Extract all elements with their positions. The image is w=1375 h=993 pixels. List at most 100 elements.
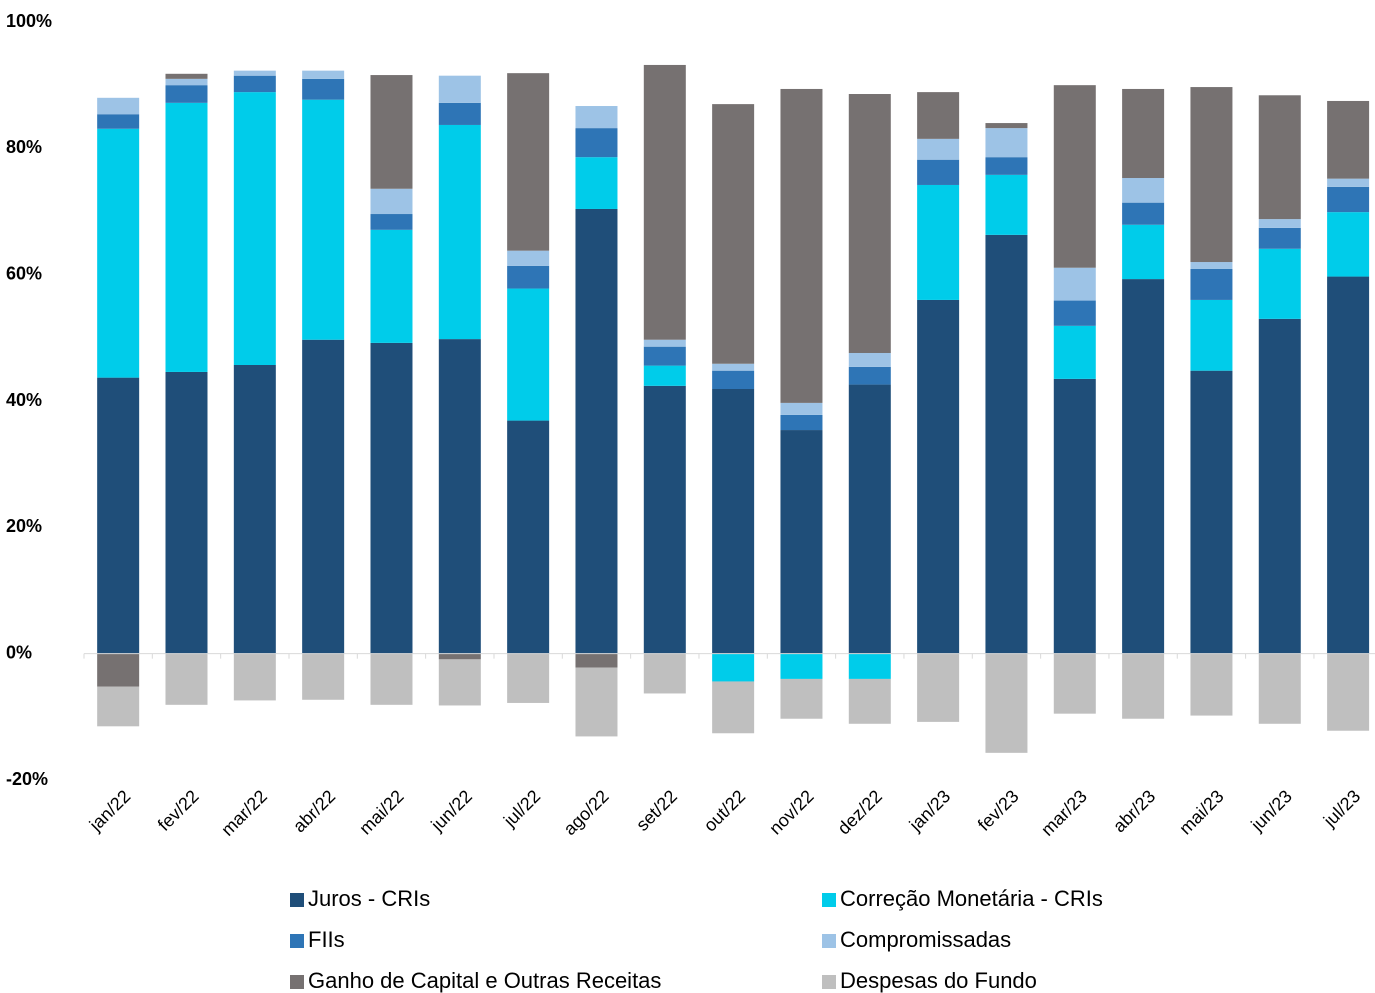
bar-segment [1122, 279, 1165, 654]
bar-segment [438, 339, 481, 654]
bar-segment [575, 106, 618, 129]
bar-segment [917, 653, 960, 722]
bar-segment [165, 85, 208, 103]
y-tick-label: 20% [6, 516, 42, 536]
bar-segment [985, 123, 1028, 129]
bar-segment [1122, 178, 1165, 203]
legend-label: Compromissadas [840, 927, 1011, 952]
bar-segment [438, 102, 481, 125]
bar-segment [165, 73, 208, 79]
bar-segment [1258, 95, 1301, 220]
bar-segment [780, 414, 823, 431]
x-tick-label: ago/22 [560, 786, 613, 839]
x-tick-label: dez/22 [834, 786, 886, 838]
bar-segment [575, 667, 618, 737]
bar-segment [1258, 227, 1301, 249]
bar-segment [643, 653, 686, 694]
bar-segment [1258, 318, 1301, 654]
bar-segment [165, 102, 208, 372]
bar-segment [1258, 653, 1301, 724]
bar-segment [917, 92, 960, 139]
bar-segment [985, 174, 1028, 235]
bar-segment [438, 75, 481, 103]
bar-segment [302, 99, 345, 340]
bar-segment [1122, 224, 1165, 280]
bar-segment [1053, 378, 1096, 654]
bar-segment [165, 653, 208, 705]
bar-segment [985, 234, 1028, 654]
bar-segment [780, 402, 823, 415]
bar-segment [1190, 262, 1233, 269]
bar-segment [575, 653, 618, 668]
bar-segment [1122, 202, 1165, 225]
bar-segment [370, 342, 413, 654]
legend-label: Juros - CRIs [308, 886, 430, 911]
y-tick-label: -20% [6, 769, 48, 789]
bar-segment [1190, 653, 1233, 716]
bar-segment [507, 73, 550, 251]
bar-segment [917, 159, 960, 185]
bar-segment [712, 653, 755, 682]
legend-swatch [290, 975, 304, 989]
bar-segment [1327, 186, 1370, 213]
bar-segment [985, 157, 1028, 175]
bar-segment [712, 104, 755, 364]
bar-segment [848, 653, 891, 679]
x-tick-label: mai/22 [355, 786, 407, 838]
x-tick-label: mai/23 [1175, 786, 1227, 838]
x-tick-label: jun/22 [426, 786, 476, 836]
bar-segment [1258, 248, 1301, 319]
bar-segment [780, 678, 823, 719]
bar-segment [643, 346, 686, 366]
bar-segment [848, 366, 891, 385]
x-tick-label: out/22 [700, 786, 750, 836]
bar-segment [1327, 653, 1370, 731]
bar-segment [233, 70, 276, 76]
bar-segment [302, 78, 345, 100]
bar-segment [1327, 178, 1370, 187]
bar-segment [97, 686, 140, 727]
x-tick-label: nov/22 [765, 786, 817, 838]
bar-segment [97, 653, 140, 687]
bar-segment [712, 388, 755, 654]
bar-segment [917, 184, 960, 300]
bar-segment [643, 385, 686, 654]
bar-segment [1122, 653, 1165, 719]
bar-segment [780, 88, 823, 403]
y-tick-label: 40% [6, 390, 42, 410]
legend-label: Despesas do Fundo [840, 968, 1037, 993]
bar-segment [1053, 267, 1096, 301]
bar-segment [507, 420, 550, 654]
bar-segment [1053, 85, 1096, 268]
bar-segment [1327, 100, 1370, 179]
bar-segment [848, 352, 891, 367]
bar-segment [643, 339, 686, 347]
bar-segment [1190, 87, 1233, 263]
legend-swatch [822, 975, 836, 989]
legend-label: Correção Monetária - CRIs [840, 886, 1103, 911]
x-tick-label: mar/23 [1037, 786, 1091, 840]
x-tick-label: jan/23 [905, 786, 955, 836]
bar-segment [712, 363, 755, 371]
x-tick-label: mar/22 [217, 786, 271, 840]
bar-segment [575, 128, 618, 158]
bar-segment [1327, 212, 1370, 277]
x-tick-label: abr/23 [1109, 786, 1159, 836]
bar-segment [1258, 219, 1301, 228]
bar-segment [848, 678, 891, 724]
legend-swatch [290, 893, 304, 907]
legend-label: Ganho de Capital e Outras Receitas [308, 968, 661, 993]
bar-segment [1053, 325, 1096, 379]
bar-segment [848, 94, 891, 353]
x-tick-label: fev/23 [974, 786, 1023, 835]
bar-segment [370, 653, 413, 705]
bar-segment [985, 653, 1028, 753]
x-tick-label: fev/22 [154, 786, 203, 835]
x-tick-label: jan/22 [85, 786, 135, 836]
bar-segment [1053, 653, 1096, 714]
y-tick-label: 100% [6, 11, 52, 31]
bar-segment [712, 681, 755, 734]
bar-segment [302, 339, 345, 654]
bar-segment [233, 653, 276, 701]
